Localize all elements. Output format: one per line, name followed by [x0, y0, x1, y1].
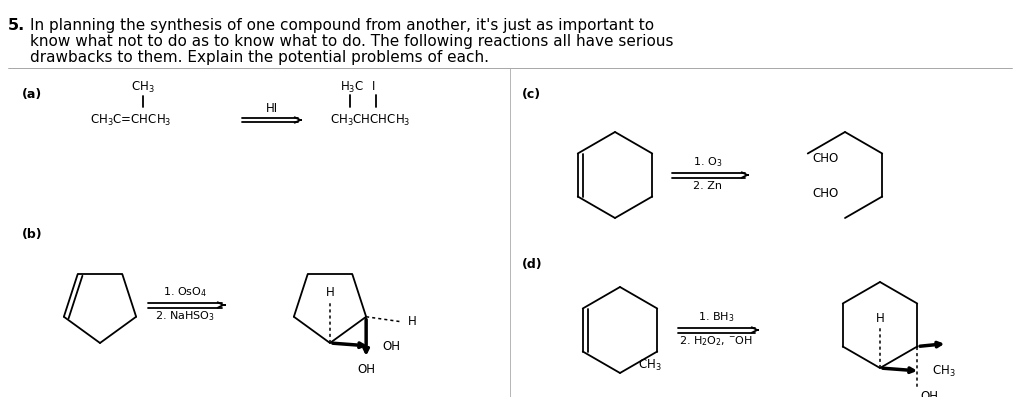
Text: OH: OH — [382, 339, 399, 353]
Text: CHO: CHO — [812, 187, 839, 200]
Text: CH$_3$C=CHCH$_3$: CH$_3$C=CHCH$_3$ — [90, 112, 171, 127]
Text: 1. BH$_3$: 1. BH$_3$ — [697, 310, 734, 324]
Text: (d): (d) — [522, 258, 542, 271]
Text: (b): (b) — [22, 228, 43, 241]
Text: OH: OH — [357, 363, 375, 376]
Text: CH$_3$: CH$_3$ — [637, 357, 661, 372]
Text: 2. Zn: 2. Zn — [693, 181, 721, 191]
Text: 2. H$_2$O$_2$, $^{-}$OH: 2. H$_2$O$_2$, $^{-}$OH — [679, 334, 752, 348]
Text: CH$_3$: CH$_3$ — [131, 79, 155, 94]
Text: (c): (c) — [522, 88, 541, 101]
Text: In planning the synthesis of one compound from another, it's just as important t: In planning the synthesis of one compoun… — [30, 18, 653, 33]
Text: HI: HI — [266, 102, 278, 114]
Text: CH$_3$: CH$_3$ — [931, 363, 955, 379]
Text: H: H — [874, 312, 883, 324]
Text: 2. NaHSO$_3$: 2. NaHSO$_3$ — [155, 309, 215, 323]
Text: drawbacks to them. Explain the potential problems of each.: drawbacks to them. Explain the potential… — [30, 50, 488, 65]
Text: H$_3$C: H$_3$C — [339, 79, 364, 94]
Text: 1. O$_3$: 1. O$_3$ — [693, 155, 721, 169]
Text: H: H — [408, 315, 416, 328]
Text: OH: OH — [919, 390, 937, 397]
Text: know what not to do as to know what to do. The following reactions all have seri: know what not to do as to know what to d… — [30, 34, 673, 49]
Text: I: I — [372, 81, 375, 94]
Text: 5.: 5. — [8, 18, 25, 33]
Text: CHO: CHO — [812, 152, 839, 165]
Text: (a): (a) — [22, 88, 42, 101]
Text: CH$_3$CHCHCH$_3$: CH$_3$CHCHCH$_3$ — [330, 112, 410, 127]
Text: H: H — [325, 287, 334, 299]
Text: 1. OsO$_4$: 1. OsO$_4$ — [163, 285, 207, 299]
